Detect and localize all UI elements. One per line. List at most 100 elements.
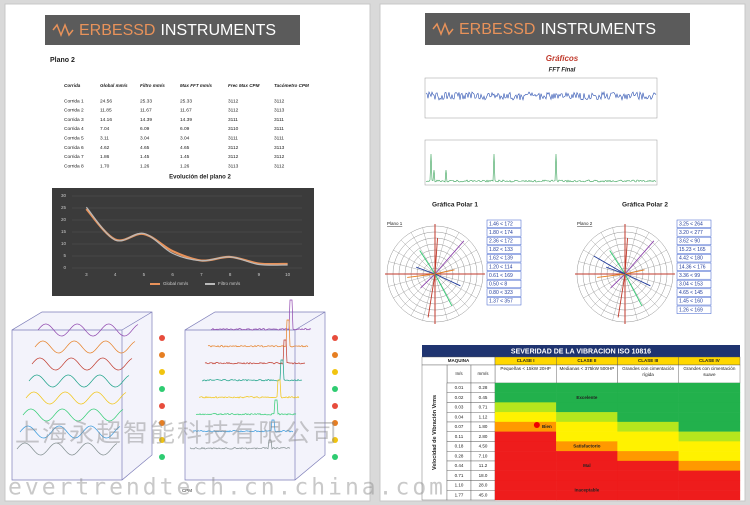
polar-reading: 3.04 < 153 [679,282,703,288]
waterfall-marker [159,335,165,341]
zone-cell [618,412,679,422]
class-desc: Medianas < 375kW 500HP [558,366,615,372]
severity-value: 0.71 [479,405,488,410]
table-cell: 1.26 [180,163,190,169]
class-desc: Pequeñas < 15kW 20HP [497,366,554,372]
zone-label: Mal [583,463,591,468]
waterfall-marker [332,369,338,375]
zone-cell [556,422,617,432]
table-cell: Corrida 5 [64,135,84,141]
zone-cell [556,471,617,481]
table-cell: 11.85 [100,108,112,114]
legend-label: Filtro mm/s [218,281,241,286]
zone-cell [679,451,740,461]
zone-cell [618,403,679,413]
table-cell: 3110 [228,126,239,132]
y-tick-label: 20 [61,217,67,222]
zone-cell [679,383,740,393]
waterfall-marker [332,335,338,341]
page-title: Gráficos [546,54,579,63]
table-header: Frec Max CPM [228,83,260,88]
table-cell: Corrida 1 [64,98,84,104]
table-cell: 3112 [228,108,239,114]
polar-reading: 3.20 < 277 [679,230,703,236]
zone-cell [618,461,679,471]
zone-cell [618,393,679,403]
severity-value: 0.02 [455,395,464,400]
unit-header: In/s [455,371,463,376]
table-cell: 25.33 [180,98,192,104]
watermark-text: evertrendtech.cn.china.com [8,475,446,501]
table-cell: 3112 [274,154,285,160]
table-cell: 3112 [228,154,239,160]
table-cell: 1.70 [100,163,110,169]
polar-reading: 2.36 < 172 [489,239,513,245]
severity-value: 0.07 [455,424,464,429]
table-cell: Corrida 6 [64,145,84,151]
table-cell: 3111 [228,135,238,141]
zone-cell [679,403,740,413]
unit-header: mm/s [478,371,490,376]
polar-reading: 1.45 < 160 [679,299,703,305]
severity-value: 1.80 [479,424,488,429]
table-header: Max FFT mm/s [180,83,212,88]
y-tick-label: 25 [61,205,67,210]
zone-cell [495,393,556,403]
waterfall-marker [159,386,165,392]
polar-reading: 1.37 < 357 [489,299,513,305]
severity-value: 0.03 [455,405,464,410]
waterfall-marker [159,369,165,375]
zone-cell [679,481,740,491]
waterfall-marker [332,352,338,358]
logo-name: INSTRUMENTS [160,22,276,39]
zone-cell [618,471,679,481]
zone-cell [495,442,556,452]
zone-cell [679,471,740,481]
zone-cell [679,412,740,422]
severity-value: 0.28 [455,453,464,458]
severity-value: 1.12 [479,414,488,419]
zone-label: Bien [542,424,552,429]
severity-value: 4.50 [479,444,488,449]
class-name: CLASE I [517,358,535,363]
severity-title: SEVERIDAD DE LA VIBRACION ISO 10816 [511,348,651,355]
severity-value: 0.01 [455,385,464,390]
severity-value: 7.10 [479,453,488,458]
chart-title: Evolución del plano 2 [169,175,231,181]
zone-cell [618,451,679,461]
table-cell: 4.65 [180,145,190,151]
watermark-text: 上海永超智能科技有限公司 [15,420,339,448]
table-cell: 1.45 [180,154,190,160]
severity-value: 0.18 [455,444,464,449]
table-header: Global mm/s [100,83,128,88]
severity-value: 45.0 [479,492,488,497]
zone-label: Satisfactorio [573,444,601,449]
zone-cell [495,490,556,500]
severity-value: 1.77 [455,492,464,497]
zone-cell [679,432,740,442]
table-cell: 3113 [228,163,239,169]
class-desc-box: Grandes con cimentación suave [681,366,738,382]
polar-reading: 0.50 < 8 [489,282,507,288]
table-cell: Corrida 2 [64,108,84,114]
class-desc-box: Pequeñas < 15kW 20HP [497,366,554,382]
polar-reading: 1.82 < 133 [489,247,513,253]
severity-value: 0.44 [455,463,464,468]
zone-cell [495,403,556,413]
table-cell: 1.86 [100,154,110,160]
polar-plane-label: Plano 1 [387,221,403,226]
y-tick-label: 30 [61,193,67,198]
table-cell: 4.62 [100,145,110,151]
severity-value: 0.28 [479,385,488,390]
severity-value: 0.11 [455,434,464,439]
zone-cell [495,471,556,481]
polar-reading: 15.23 < 165 [679,247,706,253]
polar-title: Gráfica Polar 2 [622,202,668,209]
logo-name: INSTRUMENTS [540,21,656,38]
logo-brand: ERBESSD [459,21,535,38]
table-cell: Corrida 3 [64,117,84,123]
chart-background [52,188,314,296]
zone-cell [679,442,740,452]
table-cell: 3111 [274,126,284,132]
